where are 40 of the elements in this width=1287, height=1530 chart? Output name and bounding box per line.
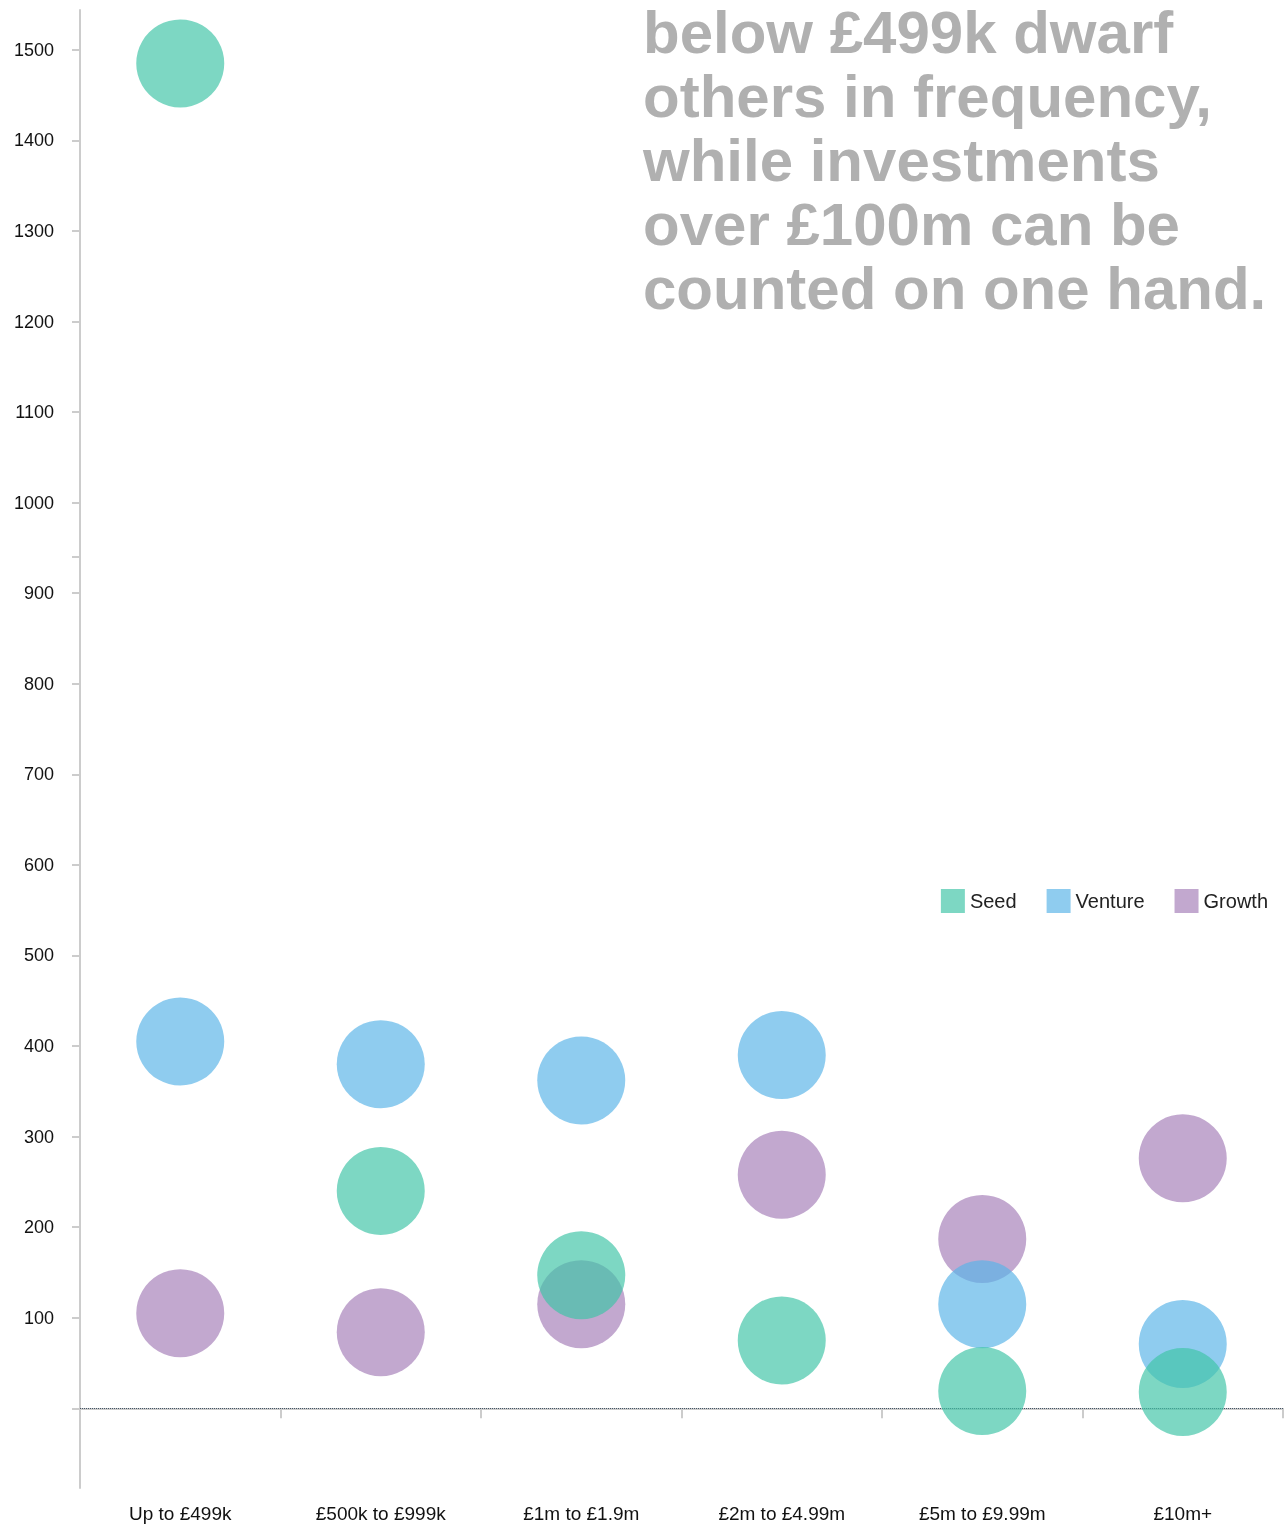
y-tick-label: 600 — [23, 854, 54, 875]
point — [938, 1347, 1027, 1436]
y-tick-label: 1200 — [13, 311, 54, 332]
x-tick-label: £500k to £999k — [315, 1503, 447, 1524]
text: below £499k dwarf others in frequency, while investments over £100m can be counted on one hand. — [642, 0, 1267, 322]
point — [136, 1269, 225, 1358]
x-tick-label: £5m to £9.99m — [918, 1503, 1046, 1524]
legend-label: Growth — [1203, 890, 1269, 912]
x-tick-label: £1m to £1.9m — [523, 1503, 640, 1524]
point — [1138, 1348, 1227, 1436]
point — [737, 1011, 826, 1100]
y-tick-label: 700 — [23, 764, 54, 785]
point — [336, 1020, 425, 1109]
y-tick-label: 800 — [23, 673, 54, 694]
legend-label: Venture — [1075, 890, 1145, 912]
point — [537, 1036, 626, 1125]
point — [737, 1296, 826, 1385]
y-tick-label: 200 — [23, 1217, 54, 1238]
x-tick-label: £2m to £4.99m — [718, 1503, 846, 1524]
point — [336, 1288, 425, 1377]
x-tick-label: £10m+ — [1153, 1503, 1213, 1524]
y-tick-label: 1400 — [13, 130, 54, 151]
y-tick-label: 400 — [23, 1036, 54, 1057]
point — [336, 1146, 425, 1235]
y-tick-label: 1100 — [15, 402, 54, 423]
point — [136, 997, 225, 1086]
y-tick-label: 1500 — [13, 39, 54, 60]
y-tick-label: 300 — [23, 1126, 54, 1147]
y-tick-label: 100 — [23, 1307, 54, 1328]
y-tick-label: 1300 — [13, 220, 54, 241]
y-tick-label: 500 — [23, 945, 54, 966]
y-tick-label: 1000 — [13, 492, 54, 513]
legend-label: Seed — [969, 890, 1017, 912]
point — [737, 1130, 826, 1219]
point — [938, 1260, 1027, 1349]
point — [136, 19, 225, 108]
x-tick-label: Up to £499k — [129, 1503, 232, 1524]
y-tick-label: 900 — [23, 583, 54, 604]
point — [537, 1231, 626, 1320]
point — [1138, 1114, 1227, 1203]
